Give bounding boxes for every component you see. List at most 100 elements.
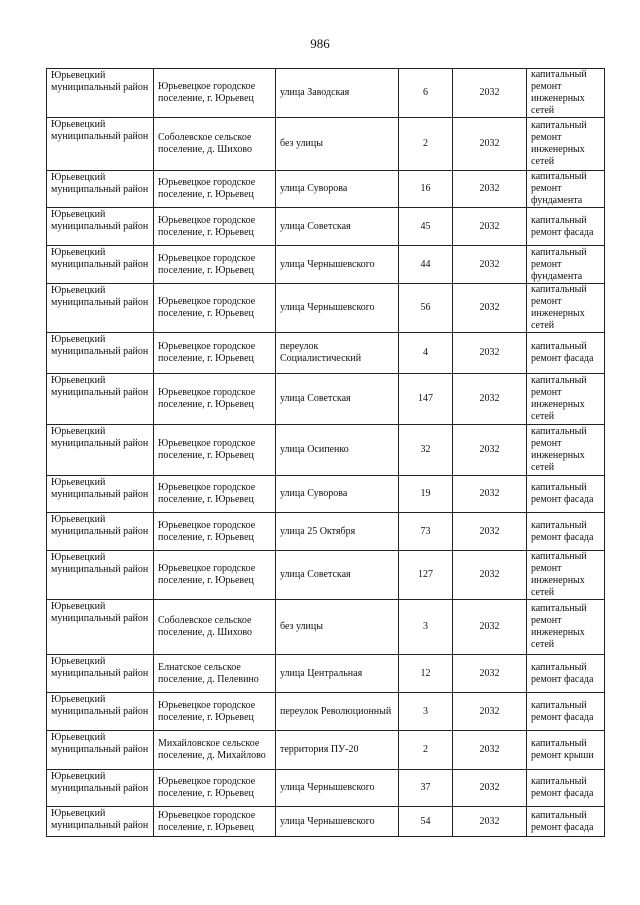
settlement-cell: Михайловское сельское поселение, д. Миха… [153, 730, 276, 770]
work-type-cell: капитальный ремонт инженерных сетей [526, 599, 605, 655]
street-cell: без улицы [275, 599, 399, 655]
house-number-cell: 56 [398, 283, 453, 333]
district-cell: Юрьевецкий муниципальный район [46, 599, 154, 655]
district-cell: Юрьевецкий муниципальный район [46, 730, 154, 770]
work-type-cell: капитальный ремонт инженерных сетей [526, 373, 605, 425]
year-cell: 2032 [452, 245, 527, 284]
year-cell: 2032 [452, 68, 527, 118]
district-cell: Юрьевецкий муниципальный район [46, 550, 154, 600]
year-cell: 2032 [452, 207, 527, 246]
house-number-cell: 19 [398, 475, 453, 513]
settlement-cell: Юрьевецкое городское поселение, г. Юрьев… [153, 245, 276, 284]
year-cell: 2032 [452, 475, 527, 513]
house-number-cell: 2 [398, 117, 453, 171]
house-number-cell: 6 [398, 68, 453, 118]
district-cell: Юрьевецкий муниципальный район [46, 769, 154, 807]
table-row: Юрьевецкий муниципальный район Юрьевецкое… [46, 373, 605, 425]
table-row: Юрьевецкий муниципальный район Юрьевецкое… [46, 692, 605, 731]
settlement-cell: Юрьевецкое городское поселение, г. Юрьев… [153, 769, 276, 807]
house-number-cell: 54 [398, 806, 453, 837]
house-number-cell: 32 [398, 424, 453, 476]
street-cell: улица Чернышевского [275, 806, 399, 837]
table-row: Юрьевецкий муниципальный район Юрьевецкое… [46, 550, 605, 600]
district-cell: Юрьевецкий муниципальный район [46, 692, 154, 731]
table-row: Юрьевецкий муниципальный район Елнатское … [46, 654, 605, 693]
work-type-cell: капитальный ремонт инженерных сетей [526, 424, 605, 476]
work-type-cell: капитальный ремонт фасада [526, 806, 605, 837]
year-cell: 2032 [452, 599, 527, 655]
table-row: Юрьевецкий муниципальный район Соболевско… [46, 117, 605, 171]
house-number-cell: 37 [398, 769, 453, 807]
table-row: Юрьевецкий муниципальный район Юрьевецкое… [46, 68, 605, 118]
street-cell: улица Заводская [275, 68, 399, 118]
settlement-cell: Юрьевецкое городское поселение, г. Юрьев… [153, 512, 276, 551]
work-type-cell: капитальный ремонт инженерных сетей [526, 68, 605, 118]
year-cell: 2032 [452, 692, 527, 731]
work-type-cell: капитальный ремонт фундамента [526, 245, 605, 284]
district-cell: Юрьевецкий муниципальный район [46, 475, 154, 513]
work-type-cell: капитальный ремонт фасада [526, 769, 605, 807]
work-type-cell: капитальный ремонт инженерных сетей [526, 117, 605, 171]
settlement-cell: Соболевское сельское поселение, д. Шихов… [153, 117, 276, 171]
settlement-cell: Юрьевецкое городское поселение, г. Юрьев… [153, 207, 276, 246]
year-cell: 2032 [452, 424, 527, 476]
settlement-cell: Елнатское сельское поселение, д. Пелевин… [153, 654, 276, 693]
house-number-cell: 4 [398, 332, 453, 374]
table-row: Юрьевецкий муниципальный район Михайловск… [46, 730, 605, 770]
table-row: Юрьевецкий муниципальный район Юрьевецкое… [46, 806, 605, 837]
work-type-cell: капитальный ремонт фасада [526, 692, 605, 731]
table-row: Юрьевецкий муниципальный район Юрьевецкое… [46, 245, 605, 284]
table-row: Юрьевецкий муниципальный район Соболевско… [46, 599, 605, 655]
house-number-cell: 44 [398, 245, 453, 284]
work-type-cell: капитальный ремонт фасада [526, 207, 605, 246]
street-cell: улица 25 Октября [275, 512, 399, 551]
settlement-cell: Юрьевецкое городское поселение, г. Юрьев… [153, 170, 276, 208]
house-number-cell: 3 [398, 599, 453, 655]
settlement-cell: Соболевское сельское поселение, д. Шихов… [153, 599, 276, 655]
table-row: Юрьевецкий муниципальный район Юрьевецкое… [46, 170, 605, 208]
year-cell: 2032 [452, 117, 527, 171]
street-cell: улица Суворова [275, 170, 399, 208]
work-type-cell: капитальный ремонт фасада [526, 512, 605, 551]
work-type-cell: капитальный ремонт фасада [526, 654, 605, 693]
house-number-cell: 127 [398, 550, 453, 600]
work-type-cell: капитальный ремонт фасада [526, 332, 605, 374]
settlement-cell: Юрьевецкое городское поселение, г. Юрьев… [153, 373, 276, 425]
year-cell: 2032 [452, 654, 527, 693]
house-number-cell: 16 [398, 170, 453, 208]
settlement-cell: Юрьевецкое городское поселение, г. Юрьев… [153, 68, 276, 118]
settlement-cell: Юрьевецкое городское поселение, г. Юрьев… [153, 424, 276, 476]
district-cell: Юрьевецкий муниципальный район [46, 170, 154, 208]
year-cell: 2032 [452, 806, 527, 837]
settlement-cell: Юрьевецкое городское поселение, г. Юрьев… [153, 692, 276, 731]
street-cell: улица Советская [275, 373, 399, 425]
street-cell: без улицы [275, 117, 399, 171]
street-cell: улица Осипенко [275, 424, 399, 476]
table-row: Юрьевецкий муниципальный район Юрьевецкое… [46, 283, 605, 333]
street-cell: территория ПУ-20 [275, 730, 399, 770]
district-cell: Юрьевецкий муниципальный район [46, 512, 154, 551]
settlement-cell: Юрьевецкое городское поселение, г. Юрьев… [153, 550, 276, 600]
year-cell: 2032 [452, 170, 527, 208]
table-row: Юрьевецкий муниципальный район Юрьевецкое… [46, 475, 605, 513]
house-number-cell: 147 [398, 373, 453, 425]
district-cell: Юрьевецкий муниципальный район [46, 373, 154, 425]
repair-schedule-table: Юрьевецкий муниципальный район Юрьевецкое… [46, 68, 605, 837]
street-cell: улица Суворова [275, 475, 399, 513]
district-cell: Юрьевецкий муниципальный район [46, 332, 154, 374]
house-number-cell: 3 [398, 692, 453, 731]
street-cell: переулок Революционный [275, 692, 399, 731]
house-number-cell: 45 [398, 207, 453, 246]
district-cell: Юрьевецкий муниципальный район [46, 283, 154, 333]
house-number-cell: 73 [398, 512, 453, 551]
year-cell: 2032 [452, 730, 527, 770]
table-row: Юрьевецкий муниципальный район Юрьевецкое… [46, 424, 605, 476]
settlement-cell: Юрьевецкое городское поселение, г. Юрьев… [153, 332, 276, 374]
work-type-cell: капитальный ремонт фундамента [526, 170, 605, 208]
street-cell: улица Центральная [275, 654, 399, 693]
page-number: 986 [310, 36, 330, 51]
street-cell: улица Советская [275, 207, 399, 246]
street-cell: улица Чернышевского [275, 283, 399, 333]
settlement-cell: Юрьевецкое городское поселение, г. Юрьев… [153, 806, 276, 837]
work-type-cell: капитальный ремонт инженерных сетей [526, 550, 605, 600]
